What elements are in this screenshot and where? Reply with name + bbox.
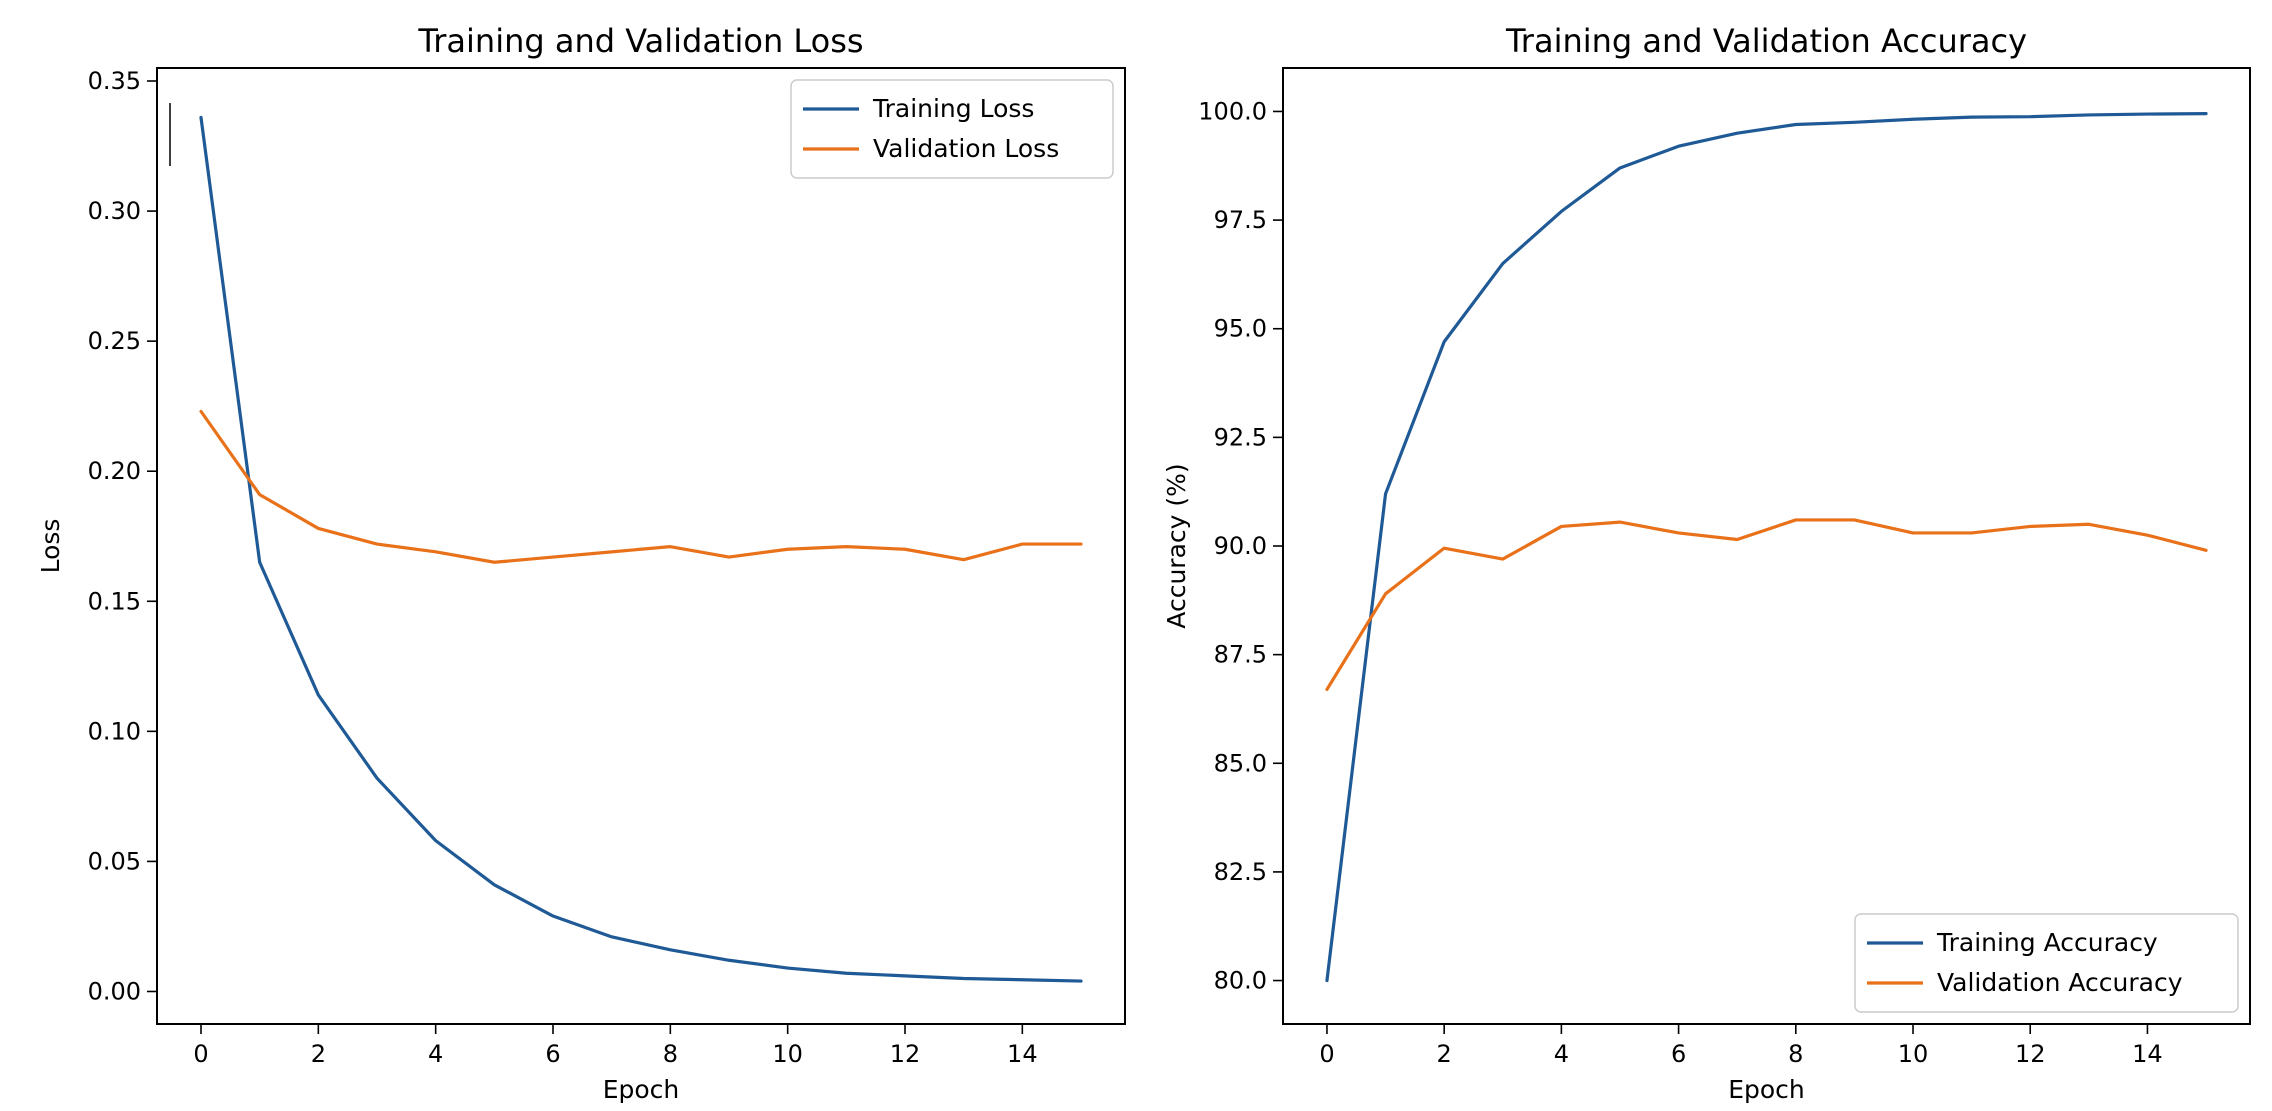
loss-chart: Training and Validation Loss 0 2 4 6 8 10 12 14 0…: [36, 22, 1126, 1104]
loss-y-tick-label: 0.15: [88, 587, 141, 615]
accuracy-chart-title: Training and Validation Accuracy: [1505, 22, 2027, 60]
accuracy-x-tick-label: 0: [1319, 1040, 1334, 1068]
loss-legend-label-1: Validation Loss: [873, 134, 1059, 163]
loss-x-tick-label: 12: [890, 1040, 921, 1068]
accuracy-x-tick-label: 10: [1898, 1040, 1929, 1068]
loss-y-tick-label: 0.00: [88, 977, 141, 1005]
accuracy-x-tick-label: 6: [1671, 1040, 1686, 1068]
loss-y-tick-label: 0.30: [88, 197, 141, 225]
accuracy-y-tick-label: 87.5: [1214, 641, 1267, 669]
accuracy-x-tick-label: 12: [2015, 1040, 2046, 1068]
accuracy-x-tick-label: 2: [1437, 1040, 1452, 1068]
accuracy-legend-label-1: Validation Accuracy: [1937, 968, 2183, 997]
accuracy-y-tick-label: 85.0: [1214, 749, 1267, 777]
loss-legend: Training Loss Validation Loss: [790, 79, 1114, 179]
accuracy-y-tick-label: 80.0: [1214, 967, 1267, 995]
accuracy-series-line-0: [1325, 112, 2208, 983]
accuracy-legend-box: [1854, 913, 2239, 1013]
loss-x-tick-label: 6: [545, 1040, 560, 1068]
accuracy-y-tick-label: 97.5: [1214, 206, 1267, 234]
accuracy-y-tick-label: 100.0: [1198, 97, 1267, 125]
loss-y-tick-label: 0.35: [88, 67, 141, 95]
accuracy-legend: Training Accuracy Validation Accuracy: [1854, 913, 2239, 1013]
accuracy-y-axis-label: Accuracy (%): [1162, 463, 1191, 628]
loss-chart-title: Training and Validation Loss: [417, 22, 863, 60]
loss-x-axis-label: Epoch: [603, 1075, 680, 1104]
loss-series-line-1: [199, 409, 1083, 564]
loss-x-tick-label: 0: [193, 1040, 208, 1068]
loss-plot-frame: [156, 67, 1126, 1025]
accuracy-y-tick-label: 95.0: [1214, 315, 1267, 343]
loss-y-axis-label: Loss: [36, 519, 65, 574]
accuracy-x-axis-label: Epoch: [1728, 1075, 1805, 1104]
loss-y-tick-label: 0.05: [88, 847, 141, 875]
accuracy-y-tick-label: 92.5: [1214, 423, 1267, 451]
loss-legend-box: [790, 79, 1114, 179]
loss-y-tick-label: 0.20: [88, 457, 141, 485]
accuracy-legend-label-0: Training Accuracy: [1936, 928, 2158, 957]
accuracy-series-line-1: [1325, 518, 2208, 692]
accuracy-y-tick-label: 82.5: [1214, 858, 1267, 886]
loss-x-tick-label: 10: [772, 1040, 803, 1068]
loss-y-tick-label: 0.25: [88, 327, 141, 355]
loss-x-tick-label: 2: [311, 1040, 326, 1068]
loss-x-tick-label: 8: [663, 1040, 678, 1068]
accuracy-x-tick-label: 8: [1788, 1040, 1803, 1068]
accuracy-chart: Training and Validation Accuracy 0 2 4 6 8 10 1…: [1162, 22, 2251, 1104]
accuracy-x-tick-label: 4: [1554, 1040, 1569, 1068]
loss-x-tick-label: 14: [1007, 1040, 1038, 1068]
loss-x-tick-label: 4: [428, 1040, 443, 1068]
accuracy-x-tick-label: 14: [2132, 1040, 2163, 1068]
loss-series-line-0: [199, 115, 1083, 983]
loss-y-tick-label: 0.10: [88, 717, 141, 745]
loss-legend-label-0: Training Loss: [872, 94, 1034, 123]
accuracy-y-tick-label: 90.0: [1214, 532, 1267, 560]
